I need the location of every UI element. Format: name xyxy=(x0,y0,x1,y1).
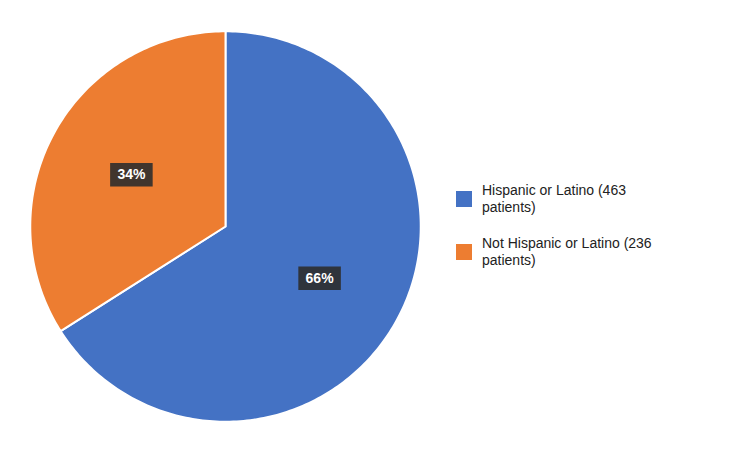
svg-text:34%: 34% xyxy=(117,166,146,182)
html-text:Hispanic or Latino (463 patien: Hispanic or Latino (463 patients) xyxy=(482,181,626,215)
svg-text:66%: 66% xyxy=(306,269,335,285)
html-text:Not Hispanic or Latino (236 pa: Not Hispanic or Latino (236 patients) xyxy=(482,234,652,268)
